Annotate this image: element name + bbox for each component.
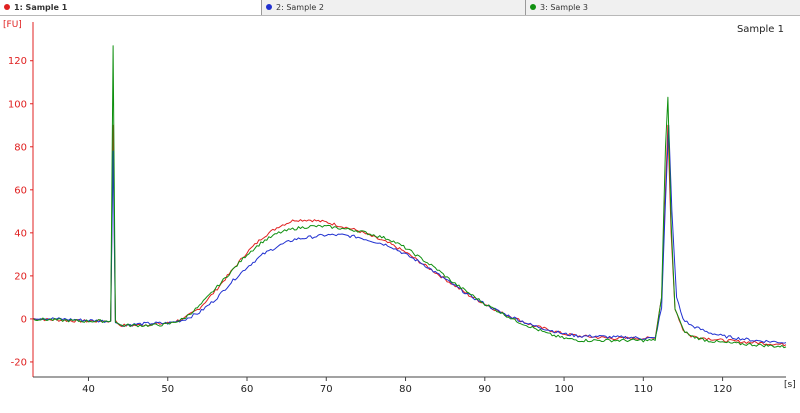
series-line-sample-2 bbox=[32, 124, 787, 344]
y-tick-label: 60 bbox=[14, 185, 27, 196]
chart-title: Sample 1 bbox=[737, 24, 784, 35]
tab-sample-2-label: 2: Sample 2 bbox=[276, 3, 324, 12]
sample-tab-bar: 1: Sample 1 2: Sample 2 3: Sample 3 bbox=[0, 0, 800, 16]
x-tick-label: 50 bbox=[161, 384, 174, 395]
tab-sample-3[interactable]: 3: Sample 3 bbox=[526, 0, 800, 15]
x-tick-label: 100 bbox=[555, 384, 574, 395]
y-tick-label: 0 bbox=[21, 314, 27, 325]
tab-sample-1-label: 1: Sample 1 bbox=[14, 3, 68, 12]
x-tick-label: 70 bbox=[320, 384, 333, 395]
series-layer bbox=[32, 45, 787, 349]
y-tick-label: 20 bbox=[14, 271, 27, 282]
x-tick-label: 40 bbox=[82, 384, 95, 395]
axis-layer: -20 0 20 40 60 80 100 120 40 50 60 70 80 90 100 110 120 bbox=[8, 22, 786, 395]
x-tick-label: 80 bbox=[399, 384, 412, 395]
y-tick-label: 120 bbox=[8, 56, 27, 67]
y-tick-label: -20 bbox=[11, 357, 27, 368]
y-tick-label: 40 bbox=[14, 228, 27, 239]
x-tick-label: 60 bbox=[241, 384, 254, 395]
x-tick-label: 90 bbox=[478, 384, 491, 395]
tab-sample-1[interactable]: 1: Sample 1 bbox=[0, 0, 262, 15]
x-tick-label: 120 bbox=[713, 384, 732, 395]
series-line-sample-3 bbox=[32, 45, 787, 349]
tab-sample-3-label: 3: Sample 3 bbox=[540, 3, 588, 12]
tab-sample-2[interactable]: 2: Sample 2 bbox=[262, 0, 526, 15]
y-tick-label: 80 bbox=[14, 142, 27, 153]
y-axis-label: [FU] bbox=[3, 20, 22, 30]
y-tick-label: 100 bbox=[8, 99, 27, 110]
sample-2-color-dot bbox=[266, 3, 272, 10]
sample-3-color-dot bbox=[530, 3, 536, 10]
sample-1-color-dot bbox=[4, 3, 10, 10]
x-axis-label: [s] bbox=[784, 380, 796, 390]
x-tick-label: 110 bbox=[634, 384, 653, 395]
